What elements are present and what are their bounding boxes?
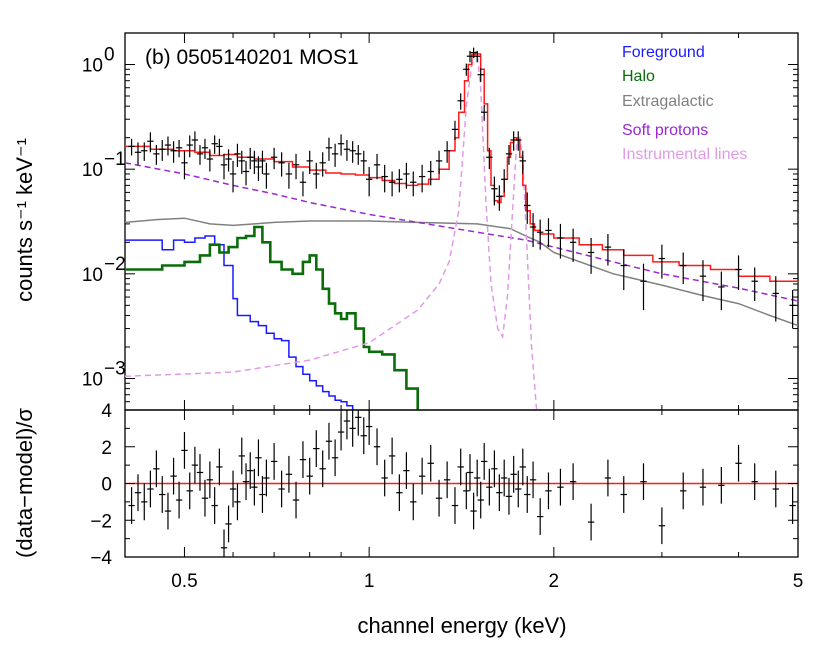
y-axis-title-bottom: (data−model)/σ bbox=[12, 408, 37, 558]
residuals-panel: 0.5 1 2 5 −4 −2 0 2 4 bbox=[90, 400, 803, 592]
y-tick-exponent: 0 bbox=[104, 45, 115, 66]
y-tick-label: 10 bbox=[82, 369, 103, 390]
legend: Foreground Halo Extragalactic Soft proto… bbox=[622, 44, 747, 163]
residual-y-tick-label: −2 bbox=[90, 511, 112, 532]
legend-soft-protons: Soft protons bbox=[622, 122, 708, 139]
y-tick-label: 10 bbox=[82, 160, 103, 181]
residuals-series-group bbox=[125, 410, 798, 557]
y-tick-exponent: −2 bbox=[104, 254, 126, 275]
spectrum-frame bbox=[124, 32, 799, 411]
residual-y-tick-label: −4 bbox=[90, 548, 112, 569]
legend-halo: Halo bbox=[622, 68, 655, 85]
y-tick-exponent: −1 bbox=[104, 149, 126, 170]
x-axis-title: channel energy (keV) bbox=[357, 613, 566, 638]
residuals-ticks: 0.5 1 2 5 −4 −2 0 2 4 bbox=[90, 400, 803, 592]
series-soft-protons bbox=[125, 162, 798, 302]
x-tick-label: 0.5 bbox=[171, 571, 197, 592]
series-foreground bbox=[125, 235, 354, 410]
x-tick-label: 2 bbox=[549, 571, 560, 592]
series-halo bbox=[125, 225, 419, 410]
series-instrumental-lines bbox=[125, 51, 538, 410]
series-extragalactic bbox=[125, 217, 798, 327]
residual-y-tick-label: 2 bbox=[101, 438, 112, 459]
y-tick-label: 10 bbox=[82, 265, 103, 286]
x-tick-label: 5 bbox=[793, 571, 804, 592]
legend-instrumental-lines: Instrumental lines bbox=[622, 146, 747, 163]
legend-extragalactic: Extragalactic bbox=[622, 93, 714, 110]
x-tick-label: 1 bbox=[364, 571, 375, 592]
y-axis-title-top: counts s⁻¹ keV⁻¹ bbox=[12, 138, 37, 302]
y-tick-exponent: −3 bbox=[104, 358, 126, 379]
spectrum-series-group bbox=[125, 47, 798, 410]
panel-title: (b) 0505140201 MOS1 bbox=[145, 46, 359, 69]
legend-foreground: Foreground bbox=[622, 44, 705, 61]
y-tick-label: 10 bbox=[82, 56, 103, 77]
residual-y-tick-label: 0 bbox=[101, 475, 112, 496]
residual-y-tick-label: 4 bbox=[101, 401, 112, 422]
